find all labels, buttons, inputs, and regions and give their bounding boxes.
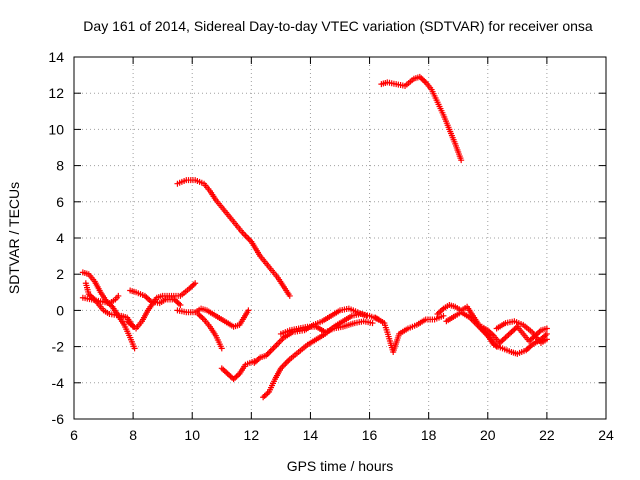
data-point — [218, 345, 225, 352]
x-tick-label: 12 — [244, 427, 260, 443]
x-tick-label: 6 — [70, 427, 78, 443]
y-tick-label: 0 — [56, 302, 64, 318]
x-tick-label: 24 — [598, 427, 614, 443]
series-arc-15 — [443, 309, 550, 357]
data-point — [440, 312, 447, 319]
y-tick-label: 2 — [56, 266, 64, 282]
y-tick-label: -2 — [52, 339, 65, 355]
x-axis-label: GPS time / hours — [287, 458, 394, 474]
series-arc-17 — [493, 318, 550, 346]
y-tick-label: 4 — [56, 230, 64, 246]
x-tick-label: 10 — [184, 427, 200, 443]
series-arc-9 — [174, 177, 293, 299]
data-point — [115, 292, 122, 299]
x-tick-label: 18 — [421, 427, 437, 443]
series-arc-5 — [124, 280, 199, 332]
y-tick-label: 8 — [56, 158, 64, 174]
data-point — [177, 301, 184, 308]
data-point — [543, 336, 550, 343]
x-tick-label: 22 — [539, 427, 555, 443]
y-tick-label: 14 — [48, 49, 64, 65]
x-tick-label: 8 — [129, 427, 137, 443]
series-arc-7 — [195, 311, 225, 352]
grid — [74, 57, 606, 419]
series-arc-6 — [174, 305, 252, 330]
series-arc-18 — [378, 73, 465, 164]
data-point — [543, 330, 550, 337]
data-series — [79, 73, 550, 401]
series-arc-3 — [82, 280, 137, 330]
x-tick-label: 20 — [480, 427, 496, 443]
data-point — [543, 325, 550, 332]
y-tick-label: 6 — [56, 194, 64, 210]
x-tick-label: 14 — [303, 427, 319, 443]
data-point — [245, 307, 252, 314]
x-tick-label: 16 — [362, 427, 378, 443]
data-point — [286, 292, 293, 299]
series-arc-10 — [260, 311, 382, 401]
y-tick-label: -6 — [52, 411, 65, 427]
series-arc-13 — [372, 312, 447, 356]
y-axis-label: SDTVAR / TECUs — [6, 182, 22, 294]
series-arc-8 — [218, 358, 258, 383]
data-point — [369, 320, 376, 327]
y-tick-label: 12 — [48, 85, 64, 101]
series-arc-12 — [277, 318, 376, 337]
chart-title: Day 161 of 2014, Sidereal Day-to-day VTE… — [83, 18, 593, 34]
data-point — [192, 280, 199, 287]
data-point — [458, 157, 465, 164]
y-tick-label: 10 — [48, 121, 64, 137]
y-tick-label: -4 — [52, 375, 65, 391]
data-point — [363, 312, 370, 319]
series-arc-16 — [478, 323, 550, 346]
data-point — [131, 345, 138, 352]
